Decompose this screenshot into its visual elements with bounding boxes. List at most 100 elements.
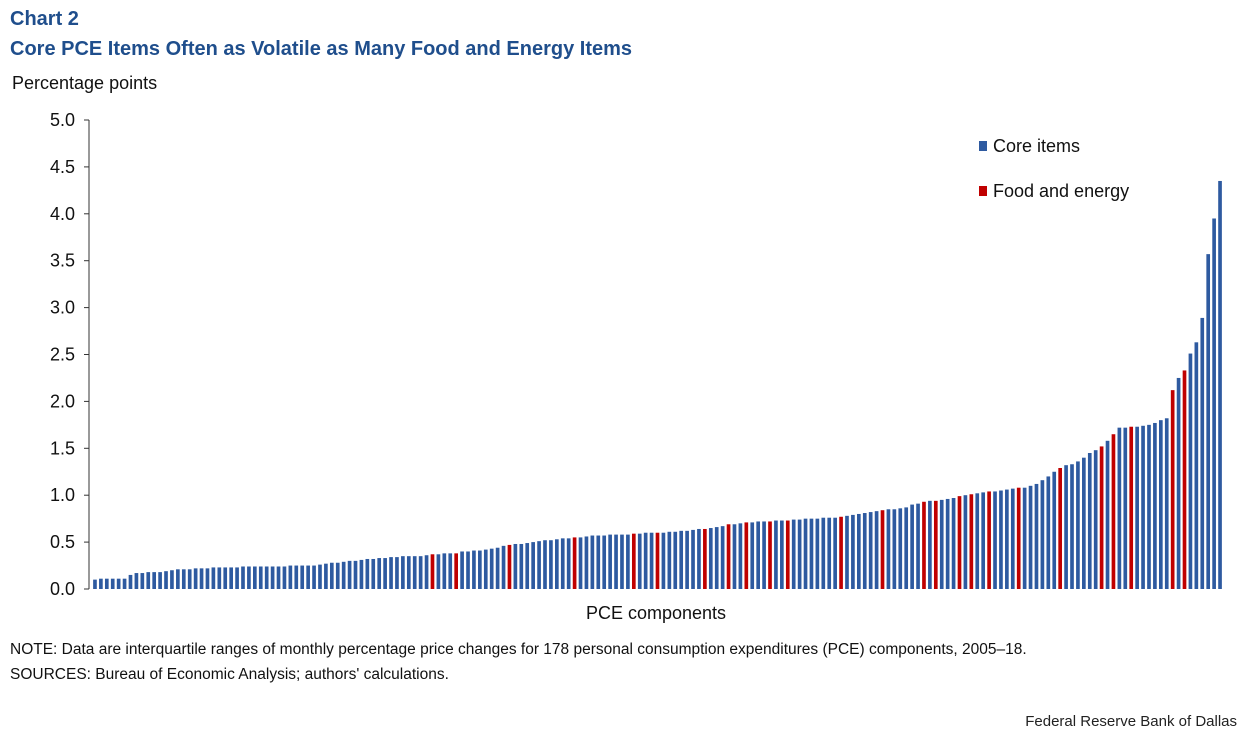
y-tick-label: 0.5 [50,532,75,552]
y-tick-label: 1.0 [50,485,75,505]
bar-food-energy [726,524,731,589]
bar-core [797,519,802,589]
bar-core [353,560,358,589]
bar-core [904,507,909,589]
bar-core [223,567,228,589]
bar-core [578,537,583,589]
y-tick-label: 5.0 [50,110,75,130]
bar-core [939,499,944,589]
bar-core [626,534,630,589]
bar-core [951,498,956,589]
bar-core [637,533,642,589]
bar-core [555,539,559,589]
bar-core [412,556,417,589]
bar-core [436,554,441,589]
bar-core [697,528,701,589]
bar-core [963,495,968,589]
bar-core [341,561,346,589]
bar-core [1070,464,1074,589]
bar-core [478,550,482,589]
bar-core [608,534,612,589]
bar-core [318,564,322,589]
bar-core [489,548,494,589]
bar-core [401,556,405,589]
bar-core [187,569,192,589]
bar-food-energy [768,521,772,589]
bar-core [181,569,186,589]
bar-core [300,565,305,589]
bar-core [685,530,689,589]
bar-core [525,543,530,589]
bar-core [750,522,755,589]
bar-core [1200,317,1205,589]
y-tick-label: 4.0 [50,204,75,224]
y-tick-label: 3.0 [50,298,75,318]
bar-food-energy [1111,434,1116,589]
bar-core [1218,180,1222,589]
bar-core [596,535,601,589]
bar-food-energy [430,554,435,589]
bar-core [868,512,873,589]
bar-core [590,535,595,589]
bar-core [892,509,897,589]
bar-core [1147,424,1151,589]
bar-core [614,534,618,589]
credit: Federal Reserve Bank of Dallas [1025,713,1237,730]
bar-food-energy [744,522,749,589]
bars-group [93,180,1222,590]
bar-core [1158,420,1163,589]
bar-food-energy [703,528,707,589]
bar-core [312,565,316,589]
bar-food-energy [987,491,991,589]
bar-core [945,498,950,589]
bar-core [122,578,127,589]
bar-core [756,521,760,589]
bar-core [1117,427,1122,589]
bar-core [99,578,103,589]
bar-core [424,555,429,589]
bar-core [1123,427,1128,589]
y-tick-label: 0.0 [50,579,75,599]
y-axis-label: Percentage points [12,73,158,93]
bar-core [483,549,488,589]
y-tick-label: 1.5 [50,438,75,458]
bar-core [104,578,109,589]
bar-core [294,565,299,589]
bar-core [1141,425,1145,589]
bar-core [146,572,151,589]
bar-core [371,558,376,589]
bar-food-energy [839,516,843,589]
bar-core [418,556,423,589]
bar-food-energy [1099,446,1104,589]
bar-core [513,543,518,589]
bar-core [791,519,796,589]
bar-core [543,540,547,589]
bar-core [288,565,293,589]
bar-core [833,517,837,589]
bar-core [874,511,879,589]
bar-core [140,573,145,589]
bar-core [472,550,476,589]
bar-food-energy [957,496,962,589]
bar-core [845,515,849,589]
bar-core [537,541,541,589]
bar-core [1153,422,1157,589]
bar-core [821,517,826,589]
bar-core [270,566,275,589]
bar-core [1105,440,1110,589]
bar-food-energy [1182,370,1187,589]
bar-core [774,520,778,589]
bar-core [584,536,589,589]
bar-core [347,560,352,589]
bar-core [560,538,565,589]
bar-core [116,578,121,589]
bar-food-energy [785,520,790,589]
bar-food-energy [933,500,938,589]
bar-core [1194,342,1199,589]
bar-core [258,566,263,589]
bar-core [1176,377,1181,589]
bar-core [164,571,168,589]
bar-core [910,504,914,589]
bar-core [1164,418,1169,589]
